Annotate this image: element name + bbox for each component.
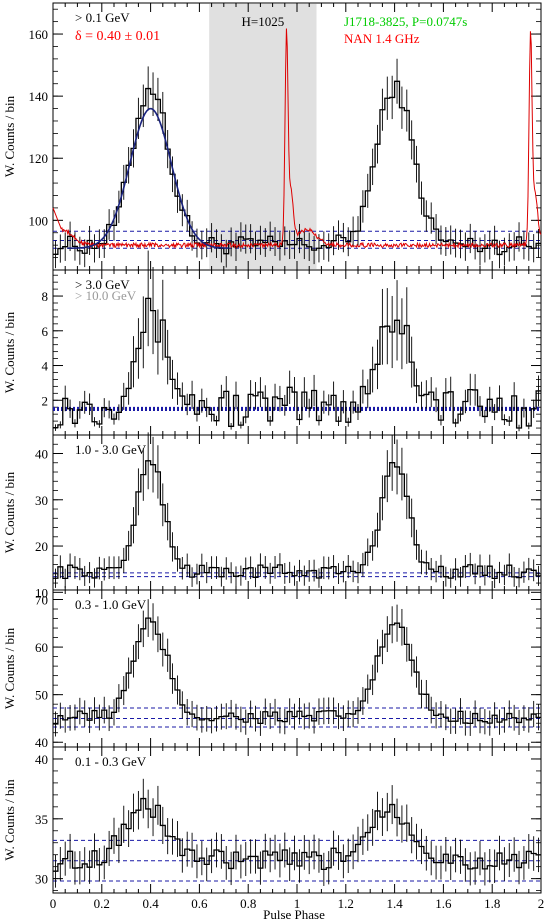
panel-3: 10 20 30 40 W. Counts / bin 1.0 - 3.0 GeV [2,432,542,600]
panel-5: 30 35 40 W. Counts / bin 0.1 - 0.3 GeV 0 0.2 0.… [2,746,545,911]
y-tick-label: 20 [35,539,48,554]
y-tick-label: 100 [29,213,49,228]
y-tick-label: 70 [35,593,48,608]
y-tick-label: 140 [29,89,49,104]
y-axis-label: W. Counts / bin [2,471,17,553]
y-axis-label: W. Counts / bin [2,95,17,177]
offpulse-region [209,4,317,269]
x-tick-label: 1 [294,896,301,911]
energy-label: 1.0 - 3.0 GeV [75,442,147,457]
y-tick-label: 120 [29,151,49,166]
histogram-profile [53,80,541,256]
y-tick-label: 2 [42,393,49,408]
x-tick-label: 0.6 [191,896,208,911]
panel-2: 2 4 6 8 W. Counts / bin > 3.0 GeV> 10.0 GeV [2,250,542,436]
x-tick-label: 0 [50,896,57,911]
y-tick-label: 30 [35,872,48,887]
energy-label: 0.1 - 0.3 GeV [75,754,147,769]
y-tick-label: 60 [35,640,48,655]
x-tick-label: 1.2 [338,896,354,911]
x-tick-label: 1.6 [435,896,452,911]
y-tick-label: 4 [42,359,49,374]
y-tick-label: 35 [35,812,48,827]
energy-label: > 0.1 GeV [75,10,130,25]
delta-label: δ = 0.40 ± 0.01 [75,29,160,44]
y-tick-label: 6 [42,324,49,339]
panel-1: 100 120 140 160 W. Counts / bin > 0.1 GeV δ = … [2,2,542,271]
y-tick-label: 50 [35,688,48,703]
y-axis-label: W. Counts / bin [2,779,17,861]
y-axis-label: W. Counts / bin [2,627,17,709]
histogram-profile [53,797,541,872]
y-tick-label: 160 [29,27,49,42]
x-tick-label: 0.2 [94,896,110,911]
x-tick-label: 0.8 [240,896,256,911]
y-tick-label: 40 [35,735,48,750]
x-tick-label: 1.4 [386,896,403,911]
x-axis-label: Pulse Phase [263,907,325,922]
fit-curve [67,107,229,250]
y-tick-label: 10 [35,585,48,600]
y-tick-label: 8 [42,289,49,304]
energy-label-secondary: > 10.0 GeV [75,288,137,303]
histogram-profile [53,460,541,580]
radio-label: NAN 1.4 GHz [344,31,420,46]
y-axis-label: W. Counts / bin [2,311,17,393]
radio-profile [52,28,542,250]
y-tick-label: 40 [35,752,48,767]
histogram-profile [53,617,541,725]
x-tick-label: 1.8 [484,896,500,911]
histogram-profile [53,297,541,429]
htest-label: H=1025 [241,14,284,29]
y-tick-label: 30 [35,493,48,508]
y-tick-label: 40 [35,447,48,462]
panel-4: 40 50 60 70 W. Counts / bin 0.3 - 1.0 GeV [2,589,542,750]
energy-label: 0.3 - 1.0 GeV [75,597,147,612]
pulsar-label: J1718-3825, P=0.0747s [344,14,467,29]
x-tick-label: 2 [538,896,545,911]
x-tick-label: 0.4 [142,896,159,911]
energy-label: > 3.0 GeV [75,277,130,292]
